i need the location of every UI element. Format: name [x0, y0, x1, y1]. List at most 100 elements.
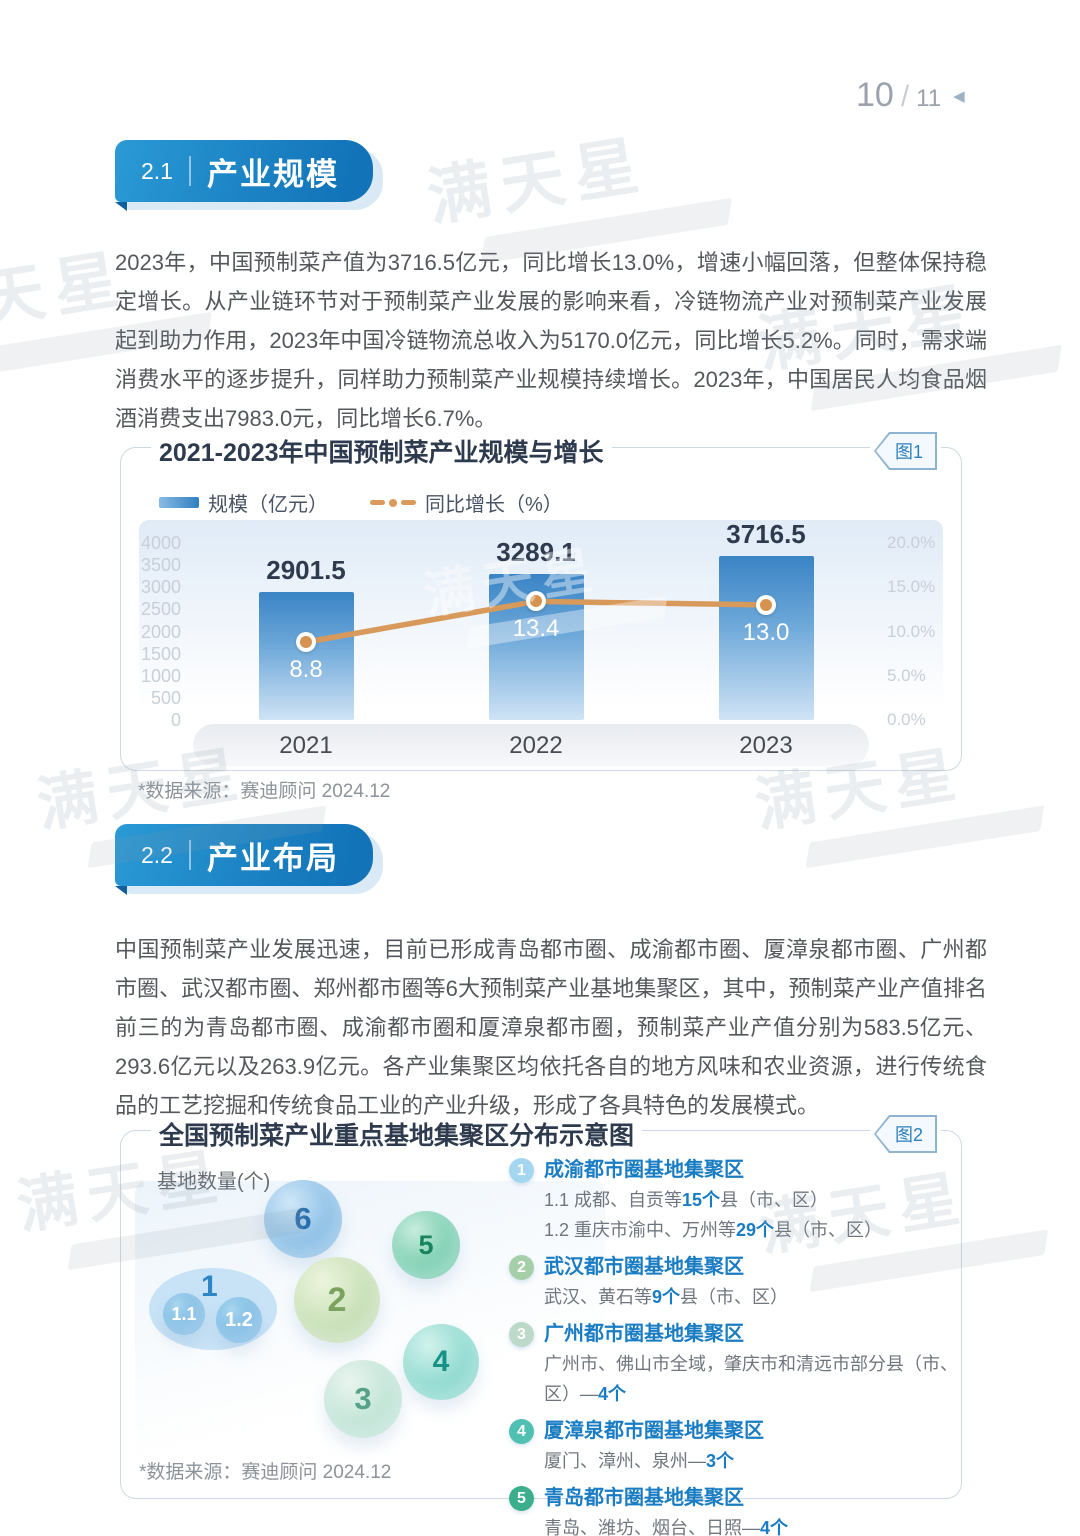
legend-item-title: 厦漳泉都市圈基地集聚区 — [544, 1420, 764, 1442]
bubble-axis-label: 基地数量(个) — [157, 1171, 271, 1193]
legend-item-title: 成渝都市圈基地集聚区 — [544, 1159, 744, 1181]
growth-point — [296, 632, 316, 653]
map-bubble-3: 3 — [324, 1360, 402, 1438]
left-axis-tick: 3500 — [140, 555, 181, 576]
legend-item-body: 厦漳泉都市圈基地集聚区 厦门、漳州、泉州—3个 — [544, 1416, 764, 1476]
legend-number-badge: 4 — [509, 1419, 534, 1444]
right-axis-tick: 5.0% — [887, 665, 926, 685]
x-axis-label: 2022 — [509, 732, 563, 759]
legend-item-detail: 广州市、佛山市全域，肇庆市和清远市部分县（市、区）—4个 — [544, 1354, 958, 1404]
bar-value-label: 3289.1 — [496, 537, 576, 568]
legend-number-badge: 2 — [509, 1255, 534, 1280]
cluster-group-label: 1 — [201, 1270, 218, 1303]
left-axis-tick: 4000 — [140, 533, 181, 553]
x-axis-label: 2021 — [279, 732, 333, 759]
map-bubble-2: 2 — [294, 1257, 380, 1343]
legend-item-body: 青岛都市圈基地集聚区青岛、潍坊、烟台、日照—4个 — [544, 1483, 788, 1536]
growth-point — [756, 594, 776, 615]
figure1-badge: 图1 — [869, 432, 941, 470]
chart-card-header: 2021-2023年中国预制菜产业规模与增长 图1 — [151, 432, 941, 470]
legend-item-title: 武汉都市圈基地集聚区 — [544, 1256, 744, 1278]
section-title: 产业规模 — [206, 156, 339, 192]
x-axis-platform — [193, 724, 869, 766]
left-axis-tick: 1500 — [140, 643, 181, 664]
legend-item-body: 广州都市圈基地集聚区广州市、佛山市全域，肇庆市和清远市部分县（市、区）—4个 — [544, 1319, 961, 1409]
line-swatch-icon — [370, 498, 416, 507]
bar-swatch-icon — [159, 497, 199, 508]
plot-area: 4000 3500 3000 2500 2000 1500 1000 500 0 20.0% 15.… — [121, 448, 961, 770]
section-number: 2.2 — [141, 841, 173, 868]
section-badge-industry-layout: 2.2 产业布局 — [115, 824, 373, 895]
right-axis-tick: 0.0% — [887, 710, 926, 729]
chart-title: 2021-2023年中国预制菜产业规模与增长 — [151, 433, 612, 469]
bar-value-label: 3716.5 — [726, 518, 806, 549]
map-bubble-4: 4 — [403, 1324, 479, 1400]
left-axis-tick: 3000 — [140, 577, 181, 598]
legend-number-badge: 1 — [509, 1158, 534, 1183]
map-bubble-1.2: 1.2 — [216, 1297, 262, 1343]
data-source-2: *数据来源：赛迪顾问 2024.12 — [139, 1462, 392, 1483]
scale-bar — [258, 591, 354, 720]
map-legend-item: 5 青岛都市圈基地集聚区青岛、潍坊、烟台、日照—4个 — [509, 1483, 961, 1536]
paragraph-industry-scale: 2023年，中国预制菜产值为3716.5亿元，同比增长13.0%，增速小幅回落，… — [115, 250, 987, 431]
legend-number-badge: 5 — [509, 1486, 534, 1511]
left-axis-tick: 2500 — [140, 599, 181, 620]
watermark-text: 满天星 — [422, 128, 653, 234]
map-legend: 1 成渝都市圈基地集聚区 1.1 成都、自贡等15个县（市、区） 1.2 重庆市渝中、… — [509, 1155, 961, 1536]
legend-item-body: 武汉都市圈基地集聚区武汉、黄石等9个县（市、区） — [544, 1252, 788, 1312]
map-bubble-5: 5 — [392, 1211, 460, 1279]
section-number: 2.1 — [141, 157, 173, 184]
right-axis-tick: 15.0% — [887, 577, 936, 597]
growth-value-label: 8.8 — [289, 656, 323, 684]
legend-item-scale: 规模（亿元） — [159, 488, 328, 517]
growth-value-label: 13.4 — [512, 615, 560, 643]
paragraph-industry-layout: 中国预制菜产业发展迅速，目前已形成青岛都市圈、成渝都市圈、厦漳泉都市圈、广州都市… — [115, 937, 987, 1118]
legend-item-detail: 1.1 成都、自贡等15个县（市、区） — [544, 1190, 829, 1210]
back-arrow-icon[interactable]: ◀ — [953, 87, 965, 105]
section-divider — [188, 156, 191, 186]
legend-item-body: 成渝都市圈基地集聚区 1.1 成都、自贡等15个县（市、区） 1.2 重庆市渝中、万… — [544, 1155, 882, 1245]
watermark-banner — [805, 805, 1045, 869]
legend-label: 规模（亿元） — [208, 494, 328, 516]
legend-item-detail: 青岛、潍坊、烟台、日照—4个 — [544, 1518, 789, 1536]
map-legend-item: 1 成渝都市圈基地集聚区 1.1 成都、自贡等15个县（市、区） 1.2 重庆市渝中、… — [509, 1155, 961, 1245]
flag-icon: 图2 — [873, 1115, 937, 1153]
right-axis-tick: 20.0% — [887, 533, 936, 552]
legend-item-title: 广州都市圈基地集聚区 — [544, 1323, 744, 1345]
left-axis-tick: 2000 — [140, 621, 181, 642]
left-axis-tick: 0 — [170, 710, 181, 730]
map-card-header: 全国预制菜产业重点基地集聚区分布示意图 图2 — [151, 1115, 941, 1153]
left-axis-tick: 500 — [150, 687, 181, 708]
legend-item-detail: 厦门、漳州、泉州—3个 — [544, 1451, 735, 1471]
map-bubble-6: 6 — [264, 1180, 342, 1258]
section-title: 产业布局 — [206, 840, 339, 876]
scale-bar — [718, 555, 814, 720]
chart-card: 2021-2023年中国预制菜产业规模与增长 图1 规模（亿元） 同比增长（%）… — [120, 432, 962, 771]
map-legend-item: 2 武汉都市圈基地集聚区武汉、黄石等9个县（市、区） — [509, 1252, 961, 1312]
map-legend-item: 3 广州都市圈基地集聚区广州市、佛山市全域，肇庆市和清远市部分县（市、区）—4个 — [509, 1319, 961, 1409]
page-separator: / — [900, 80, 910, 113]
data-source-1: *数据来源：赛迪顾问 2024.12 — [138, 781, 391, 802]
x-axis-label: 2023 — [739, 732, 793, 759]
legend-number-badge: 3 — [509, 1322, 534, 1347]
map-legend-item: 4 厦漳泉都市圈基地集聚区 厦门、漳州、泉州—3个 — [509, 1416, 961, 1476]
left-axis-tick: 1000 — [140, 665, 181, 686]
section-badge-industry-scale: 2.1 产业规模 — [115, 140, 373, 211]
growth-point — [526, 591, 546, 612]
flag-icon: 图1 — [873, 432, 937, 470]
bar-value-label: 2901.5 — [266, 554, 346, 585]
map-card: 全国预制菜产业重点基地集聚区分布示意图 图2 基地数量(个) 1 6 5 2 4 3 1.1… — [120, 1115, 962, 1536]
growth-value-label: 13.0 — [742, 618, 790, 646]
legend-label: 同比增长（%） — [425, 494, 563, 516]
legend-item-detail: 武汉、黄石等9个县（市、区） — [544, 1287, 789, 1307]
legend-item-growth: 同比增长（%） — [370, 488, 563, 517]
pagination: 10 / 11 ◀ — [856, 76, 965, 115]
map-title: 全国预制菜产业重点基地集聚区分布示意图 — [151, 1116, 643, 1152]
right-axis-tick: 10.0% — [887, 621, 936, 641]
legend-item-title: 青岛都市圈基地集聚区 — [544, 1487, 744, 1509]
page-total: 11 — [916, 85, 942, 112]
bubble-area: 1 6 5 2 4 3 1.1 1.2 — [121, 1131, 601, 1476]
map-bubble-1.1: 1.1 — [163, 1293, 205, 1335]
page-current: 10 — [856, 76, 894, 114]
